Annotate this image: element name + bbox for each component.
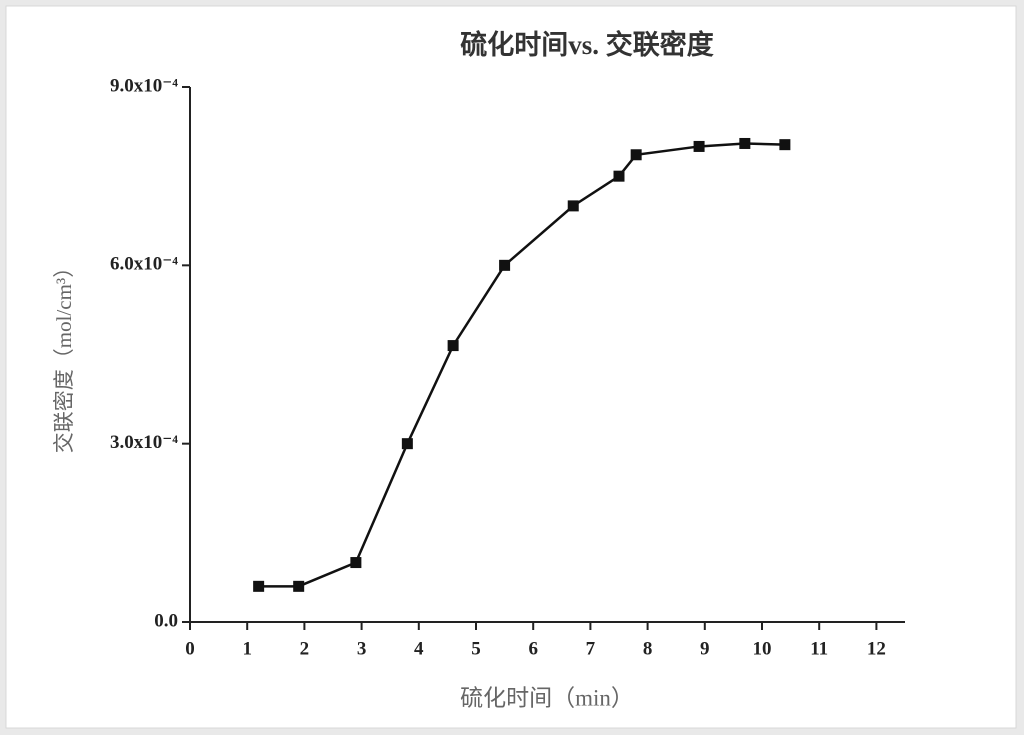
marker — [447, 340, 459, 352]
x-tick-label: 10 — [753, 638, 772, 659]
marker — [630, 149, 642, 161]
chart-title: 硫化时间vs. 交联密度 — [460, 29, 714, 60]
x-tick-label: 5 — [471, 638, 481, 659]
y-tick-label: 0.0 — [154, 610, 178, 631]
frame — [5, 5, 1017, 729]
x-tick-label: 6 — [528, 638, 538, 659]
x-tick-label: 7 — [586, 638, 596, 659]
y-axis-label: 交联密度（mol/cm³） — [52, 257, 76, 453]
x-tick-label: 1 — [242, 638, 252, 659]
marker — [693, 140, 705, 152]
marker — [401, 438, 413, 450]
marker — [253, 580, 265, 592]
marker — [739, 137, 751, 149]
x-tick-label: 4 — [414, 638, 424, 659]
x-tick-label: 3 — [357, 638, 367, 659]
marker — [567, 200, 579, 212]
line — [258, 142, 785, 588]
x-tick-label: 2 — [300, 638, 310, 659]
x-tick-label: 11 — [810, 638, 828, 659]
y-tick-label: 3.0x10⁻⁴ — [110, 432, 178, 453]
y-tick-label: 6.0x10⁻⁴ — [110, 254, 178, 275]
marker — [293, 580, 305, 592]
x-tick-label: 12 — [867, 638, 886, 659]
x-tick-label: 8 — [643, 638, 653, 659]
x-tick-label: 9 — [700, 638, 710, 659]
y-tick-label: 9.0x10⁻⁴ — [110, 75, 178, 96]
marker — [350, 557, 362, 569]
x-tick-label: 0 — [185, 638, 195, 659]
x-axis-label: 硫化时间（min） — [460, 685, 634, 710]
marker — [779, 139, 791, 151]
marker — [499, 259, 511, 271]
marker — [613, 170, 625, 182]
